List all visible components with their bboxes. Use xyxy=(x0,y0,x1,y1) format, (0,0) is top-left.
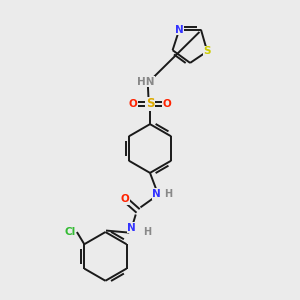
Text: O: O xyxy=(128,99,137,109)
Text: N: N xyxy=(152,189,161,199)
Text: Cl: Cl xyxy=(65,227,76,237)
Text: O: O xyxy=(120,194,129,204)
Text: HN: HN xyxy=(137,76,154,87)
Text: S: S xyxy=(146,98,154,110)
Text: S: S xyxy=(203,46,211,56)
Text: N: N xyxy=(175,25,184,34)
Text: H: H xyxy=(144,227,152,237)
Text: H: H xyxy=(164,189,172,199)
Text: O: O xyxy=(163,99,172,109)
Text: N: N xyxy=(127,223,136,233)
